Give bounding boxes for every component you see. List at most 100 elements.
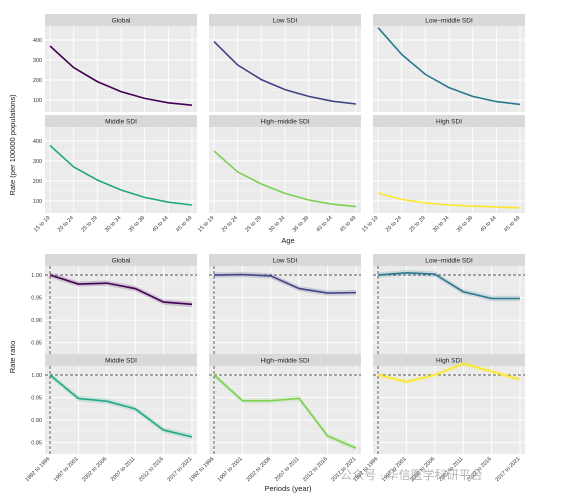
x-tick-label: 1997 to 2001 — [217, 456, 244, 483]
x-tick-label: 2007 to 2011 — [110, 456, 137, 483]
watermark-text: 公众号 · 华信医学科研平台 — [340, 468, 483, 482]
x-tick-label: 20 to 24 — [221, 215, 239, 233]
panel-background — [373, 266, 525, 354]
x-tick-label: 35 to 39 — [128, 215, 146, 233]
facet-strip — [373, 14, 525, 26]
confidence-band — [50, 372, 192, 440]
x-tick-label: 35 to 39 — [292, 215, 310, 233]
y-tick-label: 100 — [33, 98, 42, 104]
x-tick-label: 30 to 34 — [432, 215, 450, 233]
series-line — [377, 271, 520, 300]
top-x-axis-title: Age — [281, 236, 294, 245]
y-tick-label: 0.85 — [31, 441, 42, 447]
x-tick-label: 2017 to 2021 — [494, 456, 521, 483]
panel-background — [209, 266, 361, 354]
y-tick-label: 300 — [33, 58, 42, 64]
facet-strip — [209, 14, 361, 26]
facet-title: Low−middle SDI — [425, 258, 473, 265]
y-tick-label: 0.85 — [31, 341, 42, 347]
panel-background — [45, 366, 197, 454]
confidence-band — [378, 270, 520, 302]
period-rate-ratio-chart: Global 0.85 0.90 0.95 1.00 Low SDI Low−middle … — [24, 254, 525, 483]
facet-panel: Low SDI — [209, 14, 361, 112]
facet-title: Middle SDI — [105, 358, 137, 365]
top-y-axis-title: Rate (per 100000 populations) — [8, 94, 17, 196]
y-tick-label: 1.00 — [31, 373, 42, 379]
x-tick-label: 15 to 19 — [197, 215, 215, 233]
facet-title: Middle SDI — [105, 119, 137, 126]
bottom-x-axis-title: Periods (year) — [264, 484, 312, 493]
x-tick-label: 45 to 49 — [175, 215, 193, 233]
x-tick-label: 1992 to 1996 — [24, 456, 51, 483]
y-tick-label: 1.00 — [31, 273, 42, 279]
y-tick-label: 0.95 — [31, 396, 42, 402]
x-tick-label: 45 to 49 — [503, 215, 521, 233]
series-line — [49, 274, 193, 306]
facet-strip — [45, 254, 197, 266]
facet-strip — [209, 254, 361, 266]
x-tick-label: 2002 to 2006 — [81, 456, 108, 483]
y-tick-label: 400 — [33, 139, 42, 145]
facet-strip — [45, 14, 197, 26]
facet-panel: Low−middle SDI — [373, 254, 525, 354]
facet-strip — [209, 354, 361, 366]
y-tick-label: 0.90 — [31, 418, 42, 424]
x-tick-label: 2012 to 2016 — [302, 456, 329, 483]
x-tick-label: 35 to 39 — [456, 215, 474, 233]
facet-panel: Middle SDI 100 200 300 400 15 to 19 20 to 24 25… — [33, 115, 197, 233]
series-line — [377, 362, 521, 383]
facet-title: Global — [112, 18, 131, 25]
facet-strip — [209, 115, 361, 127]
x-tick-label: 30 to 34 — [104, 215, 122, 233]
x-tick-label: 20 to 24 — [385, 215, 403, 233]
y-tick-label: 200 — [33, 179, 42, 185]
y-tick-label: 100 — [33, 199, 42, 205]
facet-strip — [45, 354, 197, 366]
facet-strip — [373, 254, 525, 266]
x-tick-label: 45 to 49 — [339, 215, 357, 233]
facet-panel: Global 0.85 0.90 0.95 1.00 — [31, 254, 197, 354]
bottom-y-axis-title: Rate ratio — [8, 341, 17, 374]
facet-strip — [373, 354, 525, 366]
facet-title: High−middle SDI — [261, 119, 310, 126]
facet-panel: Low SDI — [209, 254, 361, 354]
confidence-band — [378, 361, 520, 385]
y-tick-label: 0.95 — [31, 296, 42, 302]
facet-title: Low SDI — [273, 258, 298, 265]
facet-panel: High SDI 15 to 19 20 to 24 25 to 29 30 to 34… — [361, 115, 525, 233]
facet-panel: High−middle SDI 15 to 19 20 to 24 25 to 29 3… — [197, 115, 361, 233]
confidence-band — [214, 372, 356, 451]
y-tick-label: 200 — [33, 78, 42, 84]
facet-title: Global — [112, 258, 131, 265]
x-tick-label: 1997 to 2001 — [53, 456, 80, 483]
x-tick-label: 2012 to 2016 — [138, 456, 165, 483]
facet-panel: Middle SDI 0.85 0.90 0.95 1.00 1992 to 1996 19… — [24, 354, 197, 483]
facet-panel: Global 100 200 300 400 — [33, 14, 197, 112]
x-tick-label: 25 to 29 — [244, 215, 262, 233]
y-tick-label: 400 — [33, 38, 42, 44]
x-tick-label: 15 to 19 — [33, 215, 51, 233]
x-tick-label: 15 to 19 — [361, 215, 379, 233]
facet-title: High SDI — [436, 119, 462, 126]
facet-strip — [45, 115, 197, 127]
x-tick-label: 2007 to 2011 — [274, 456, 301, 483]
confidence-band — [214, 271, 356, 296]
series-line — [49, 374, 193, 438]
facet-title: Low SDI — [273, 18, 298, 25]
x-tick-label: 40 to 44 — [479, 215, 497, 233]
x-tick-label: 20 to 24 — [57, 215, 75, 233]
x-tick-label: 40 to 44 — [315, 215, 333, 233]
series-line — [213, 374, 357, 449]
facet-title: High SDI — [436, 358, 462, 365]
x-tick-label: 25 to 29 — [408, 215, 426, 233]
y-tick-label: 300 — [33, 159, 42, 165]
facet-title: High−middle SDI — [261, 358, 310, 365]
facet-title: Low−middle SDI — [425, 18, 473, 25]
x-tick-label: 30 to 34 — [268, 215, 286, 233]
facet-panel: Low−middle SDI — [373, 14, 525, 112]
age-rate-chart: Global 100 200 300 400 Low SDI Low−middle SDI M… — [33, 14, 525, 233]
x-tick-label: 2002 to 2006 — [245, 456, 272, 483]
